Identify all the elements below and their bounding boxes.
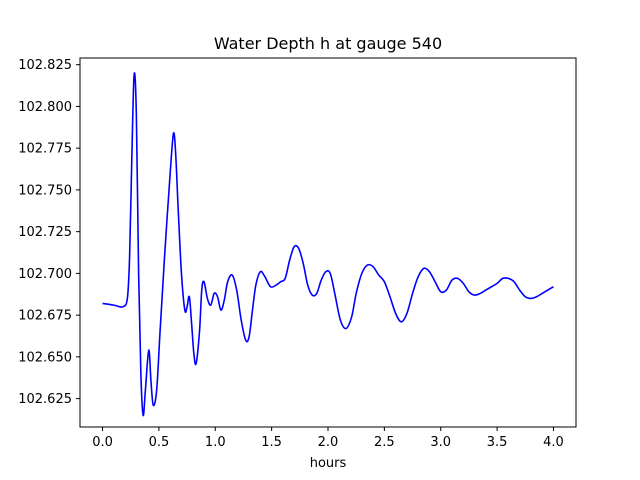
x-tick-label: 2.0 [318,435,339,450]
y-tick-label: 102.825 [18,58,72,73]
y-tick-label: 102.725 [18,225,72,240]
y-axis: 102.625 102.650 102.675 102.700 102.725 102.7… [18,58,80,407]
y-tick-label: 102.675 [18,309,72,324]
y-tick-label: 102.775 [18,142,72,157]
y-tick-label: 102.800 [18,100,72,115]
x-tick-label: 4.0 [543,435,564,450]
x-tick-label: 0.5 [149,435,170,450]
y-tick-label: 102.650 [18,350,72,365]
y-tick-label: 102.750 [18,183,72,198]
x-axis: 0.0 0.5 1.0 1.5 2.0 2.5 3.0 3.5 4.0 [92,427,564,450]
x-tick-label: 3.0 [430,435,451,450]
x-tick-label: 1.0 [205,435,226,450]
x-tick-label: 2.5 [374,435,395,450]
x-tick-label: 1.5 [261,435,282,450]
x-axis-title: hours [310,456,347,471]
series-line-0 [102,72,554,417]
x-tick-label: 0.0 [92,435,113,450]
chart-title: Water Depth h at gauge 540 [214,34,442,53]
y-tick-label: 102.700 [18,267,72,282]
y-tick-label: 102.625 [18,392,72,407]
x-tick-label: 3.5 [487,435,508,450]
